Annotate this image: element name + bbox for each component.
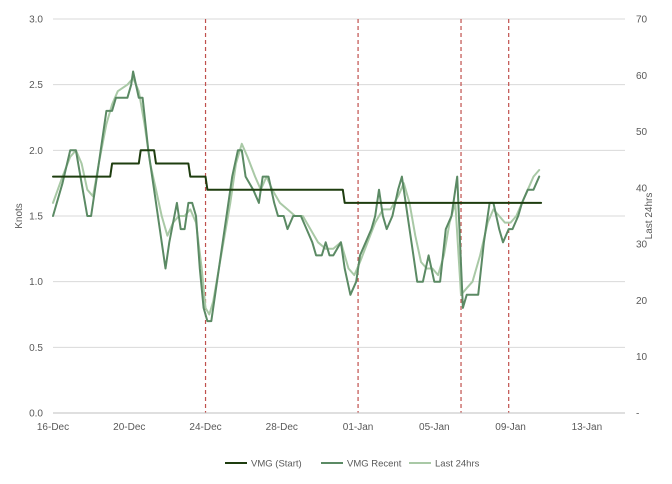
legend-label: VMG Recent — [347, 459, 402, 470]
series-line-last-24hrs — [52, 77, 541, 316]
y2-tick-label: 20 — [636, 296, 648, 307]
y2-tick-label: 10 — [636, 352, 648, 363]
y2-tick-label: 50 — [636, 127, 648, 138]
y-tick-label: 1.5 — [29, 212, 43, 223]
tick-labels: 0.0 0.5 1.0 1.5 2.0 2.5 3.0 - 10 20 30 40 50 60 70 16-D… — [29, 15, 647, 434]
x-tick-label: 28-Dec — [266, 422, 298, 433]
y-tick-label: 0.0 — [29, 409, 43, 420]
y-tick-label: 1.0 — [29, 277, 43, 288]
gridlines — [53, 18, 625, 348]
x-tick-label: 20-Dec — [113, 422, 145, 433]
y-tick-label: 2.0 — [29, 146, 43, 157]
y2-tick-label: - — [636, 409, 639, 420]
series-line-vmg-recent — [52, 70, 541, 323]
x-tick-label: 24-Dec — [189, 422, 221, 433]
x-tick-label: 09-Jan — [495, 422, 526, 433]
y-tick-label: 0.5 — [29, 343, 43, 354]
y2-tick-label: 30 — [636, 240, 648, 251]
y2-tick-label: 60 — [636, 71, 648, 82]
x-tick-label: 13-Jan — [572, 422, 603, 433]
y-axis-title: Knots — [14, 203, 25, 229]
x-tick-label: 05-Jan — [419, 422, 450, 433]
x-tick-label: 01-Jan — [343, 422, 374, 433]
y2-tick-label: 40 — [636, 183, 648, 194]
y-tick-label: 2.5 — [29, 80, 43, 91]
series-lines — [52, 70, 543, 323]
y2-axis-title: Last 24hrs — [644, 193, 655, 240]
legend-label: VMG (Start) — [251, 459, 302, 470]
series-line-vmg-start — [52, 149, 543, 204]
x-tick-label: 16-Dec — [37, 422, 69, 433]
y2-tick-label: 70 — [636, 15, 648, 26]
y-tick-label: 3.0 — [29, 15, 43, 26]
vertical-markers — [204, 19, 510, 413]
legend: VMG (Start) VMG Recent Last 24hrs — [225, 459, 480, 470]
legend-label: Last 24hrs — [435, 459, 480, 470]
